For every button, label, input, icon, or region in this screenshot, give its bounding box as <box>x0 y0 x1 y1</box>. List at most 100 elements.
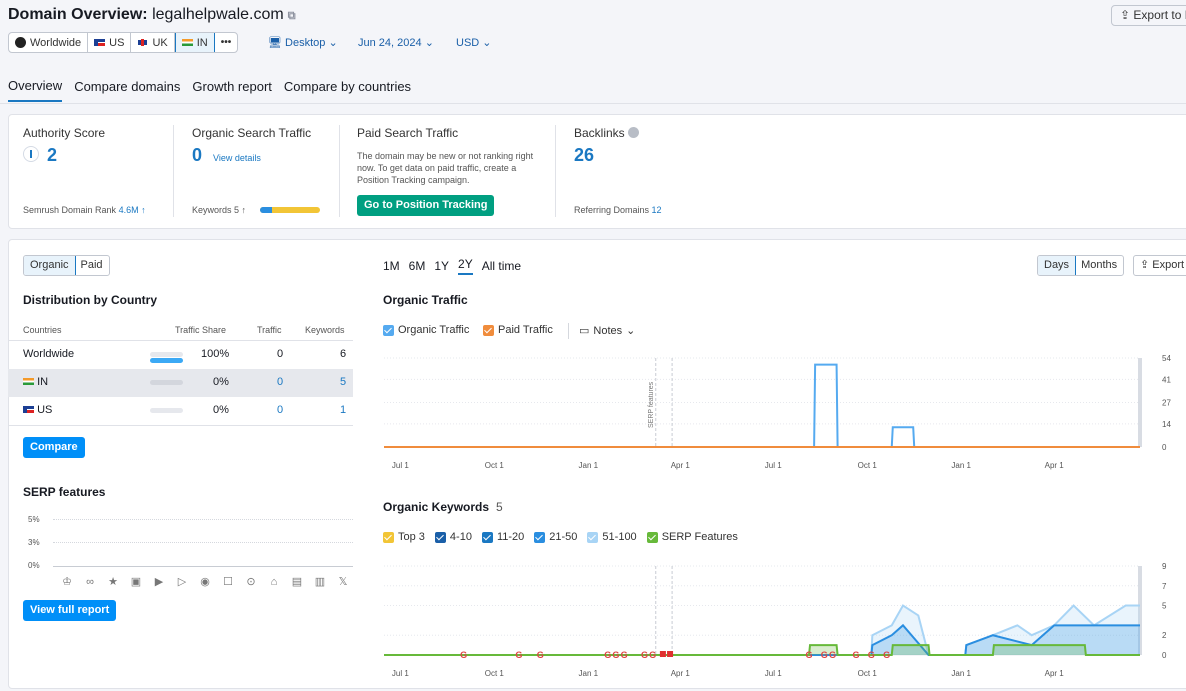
more-databases-button[interactable]: ••• <box>220 37 232 48</box>
chevron-down-icon: ⌄ <box>424 37 434 49</box>
x-tick-label: Apr 1 <box>671 669 691 678</box>
legend-4-10[interactable]: 4-10 <box>434 531 472 543</box>
table-row[interactable]: US 0% 0 1 <box>8 397 353 425</box>
db-in-button[interactable]: IN <box>174 33 215 52</box>
view-full-report-button[interactable]: View full report <box>23 600 117 621</box>
table-row[interactable]: Worldwide 100% 0 6 <box>8 341 353 369</box>
google-update-icon: G <box>612 650 619 660</box>
legend-paid-traffic[interactable]: Paid Traffic <box>483 324 553 336</box>
currency-value: USD <box>456 37 480 49</box>
organic-traffic-label: Organic Search Traffic <box>192 126 312 140</box>
gridline <box>53 519 353 520</box>
range-2y[interactable]: 2Y <box>458 257 473 275</box>
db-worldwide-button[interactable]: Worldwide <box>9 33 89 52</box>
x-icon[interactable]: 𝕏 <box>338 576 348 588</box>
row-traffic: 0 <box>277 348 284 360</box>
organic-traffic-chart[interactable]: 54 41 27 14 0 Jul 1 Oct 1 Jan 1 Apr 1 Jul 1 Oct 1 J… <box>380 350 1186 475</box>
range-6m[interactable]: 6M <box>408 259 426 273</box>
domain-rank: Semrush Domain Rank 4.6M ↑ <box>23 205 146 215</box>
serp-features-title: SERP features <box>23 485 106 499</box>
serp-y-tick: 3% <box>28 538 40 547</box>
chevron-down-icon: ⌄ <box>482 37 492 49</box>
export-pdf-button[interactable]: ⇪ Export to PDF <box>1111 5 1186 26</box>
x-tick-label: Oct 1 <box>485 669 505 678</box>
compare-button[interactable]: Compare <box>23 437 85 458</box>
x-tick-label: Jul 1 <box>765 669 782 678</box>
doc-icon[interactable]: ▤ <box>291 576 303 588</box>
legend-11-20[interactable]: 11-20 <box>481 531 524 543</box>
view-details-link[interactable]: View details <box>213 153 261 163</box>
organic-traffic-value[interactable]: 0 <box>192 145 203 165</box>
device-dropdown[interactable]: 🖥 Desktop ⌄ <box>268 37 338 49</box>
date-dropdown[interactable]: Jun 24, 2024 ⌄ <box>358 36 434 49</box>
x-tick-label: Apr 1 <box>1045 669 1065 678</box>
google-update-icon: G <box>868 650 875 660</box>
row-keywords[interactable]: 1 <box>340 404 347 416</box>
link-icon[interactable]: ∞ <box>86 575 94 588</box>
range-1y[interactable]: 1Y <box>434 259 450 273</box>
summary-card: Authority Score 2 Semrush Domain Rank 4.… <box>8 114 1186 229</box>
go-to-position-tracking-button[interactable]: Go to Position Tracking <box>357 195 495 216</box>
briefcase-icon[interactable]: ▥ <box>314 576 326 588</box>
crown-icon[interactable]: ♔ <box>62 576 72 588</box>
legend-organic-traffic[interactable]: Organic Traffic <box>383 324 469 336</box>
referring-domains-value[interactable]: 12 <box>651 205 662 215</box>
cap-icon[interactable]: ⌂ <box>270 575 278 588</box>
video-icon[interactable]: ▷ <box>177 576 187 588</box>
pin-icon[interactable]: ⊙ <box>246 576 256 588</box>
authority-score-value[interactable]: 2 <box>47 145 58 165</box>
database-selector: Worldwide US UK IN ••• <box>8 32 239 53</box>
x-tick-label: Oct 1 <box>858 461 878 470</box>
legend-serp-features[interactable]: SERP Features <box>646 531 738 543</box>
organic-keywords-chart[interactable]: 9 7 5 2 0 Jul 1 Oct 1 Jan 1 Apr 1 Jul 1 Oct 1 Jan 1… <box>380 558 1186 683</box>
row-keywords[interactable]: 5 <box>340 376 347 388</box>
backlinks-value[interactable]: 26 <box>574 145 595 165</box>
tab-compare-by-countries[interactable]: Compare by countries <box>283 79 412 94</box>
db-label: US <box>109 36 125 49</box>
legend-top-3[interactable]: Top 3 <box>383 531 425 543</box>
row-traffic[interactable]: 0 <box>277 376 284 388</box>
serp-icons: ♔ ∞ ★ ▣ ▶ ▷ ◉ ☐ ⊙ ⌂ ▤ ▥ 𝕏 <box>60 575 350 589</box>
info-icon[interactable] <box>628 127 640 138</box>
image-icon[interactable]: ▣ <box>130 576 142 588</box>
organic-keywords-header: Organic Keywords 5 <box>383 500 503 514</box>
google-update-icon: G <box>805 650 812 660</box>
export-button[interactable]: ⇪ Export <box>1133 255 1186 276</box>
external-link-icon[interactable]: ⧉ <box>287 10 296 22</box>
notes-dropdown[interactable]: ▭ Notes ⌄ <box>579 324 635 338</box>
keywords-legend: Top 3 4-10 11-20 21-50 51-100 SERP Features <box>383 531 738 543</box>
range-1m[interactable]: 1M <box>383 259 400 273</box>
db-uk-button[interactable]: UK <box>131 33 175 52</box>
y-tick-label: 14 <box>1162 420 1171 429</box>
toggle-organic[interactable]: Organic <box>23 256 76 275</box>
google-update-icon: G <box>604 650 611 660</box>
google-update-icon: G <box>460 650 467 660</box>
db-us-button[interactable]: US <box>88 33 132 52</box>
granularity-months[interactable]: Months <box>1081 259 1118 271</box>
checkbox-icon <box>646 531 658 543</box>
play-circle-icon[interactable]: ◉ <box>200 576 210 588</box>
y-tick-label: 2 <box>1162 631 1167 640</box>
play-icon[interactable]: ▶ <box>154 576 164 588</box>
x-tick-label: Jan 1 <box>951 461 971 470</box>
toggle-paid[interactable]: Paid <box>80 259 103 271</box>
range-all-time[interactable]: All time <box>481 259 522 273</box>
series-line-organic-traffic <box>384 363 1140 448</box>
tab-growth-report[interactable]: Growth report <box>192 79 272 94</box>
traffic-share-bar <box>150 352 183 363</box>
authority-score-label: Authority Score <box>23 126 106 140</box>
tab-overview[interactable]: Overview <box>8 78 63 102</box>
keywords-distribution-bar <box>260 207 320 213</box>
domain-rank-value[interactable]: 4.6M ↑ <box>118 205 146 215</box>
granularity-days[interactable]: Days <box>1038 256 1077 275</box>
review-icon[interactable]: ☐ <box>223 576 233 588</box>
star-icon[interactable]: ★ <box>108 576 118 588</box>
legend-21-50[interactable]: 21-50 <box>534 531 577 543</box>
currency-dropdown[interactable]: USD ⌄ <box>456 36 492 49</box>
organic-paid-toggle: Organic Paid <box>23 255 110 276</box>
google-update-icon: G <box>852 650 859 660</box>
table-row[interactable]: IN 0% 0 5 <box>8 369 353 397</box>
legend-51-100[interactable]: 51-100 <box>587 531 637 543</box>
row-traffic[interactable]: 0 <box>277 404 284 416</box>
tab-compare-domains[interactable]: Compare domains <box>74 79 181 94</box>
